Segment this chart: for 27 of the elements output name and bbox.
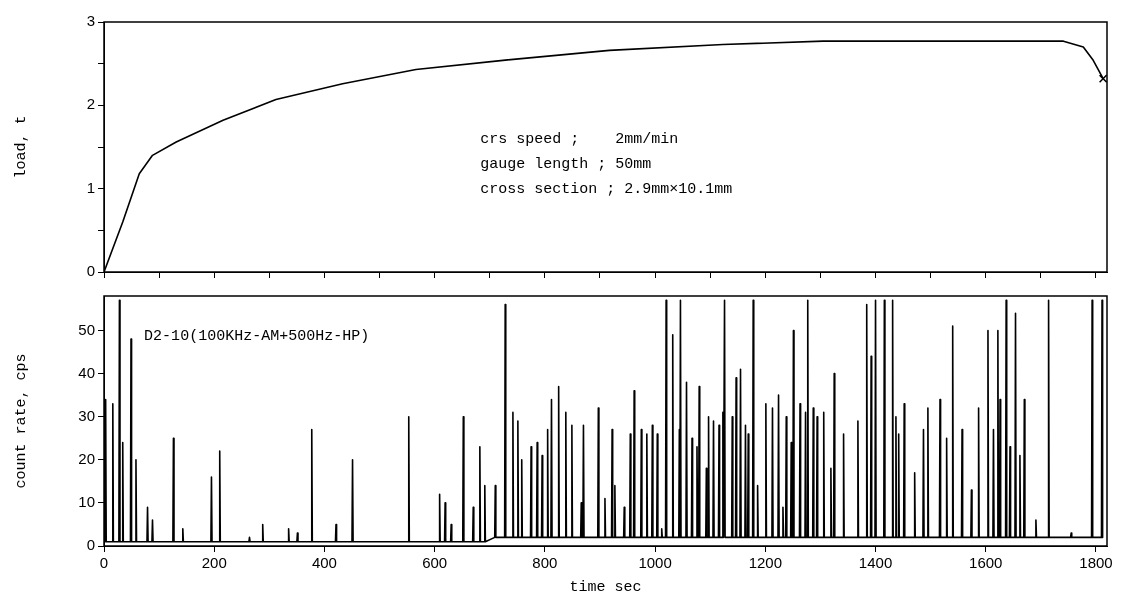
y-tick-label: 0	[86, 262, 95, 280]
x-tick-label: 1000	[638, 554, 672, 572]
x-tick-label: 1800	[1079, 554, 1113, 572]
x-axis-title: time sec	[569, 578, 642, 596]
x-tick-label: 400	[311, 554, 337, 572]
y-tick-label: 40	[78, 363, 95, 381]
y-axis-title: load, t	[12, 115, 30, 179]
y-tick-label: 0	[86, 536, 95, 554]
x-tick-label: 1400	[858, 554, 893, 572]
annotation: cross section ; 2.9mm×10.1mm	[480, 181, 733, 199]
y-tick-label: 2	[86, 95, 95, 113]
x-tick-label: 600	[422, 554, 448, 572]
y-tick-label: 20	[78, 449, 95, 467]
y-tick-label: 1	[86, 178, 95, 196]
x-tick-label: 0	[99, 554, 109, 572]
x-tick-label: 1600	[969, 554, 1003, 572]
annotation: gauge length ; 50mm	[480, 156, 652, 174]
y-tick-label: 3	[86, 12, 95, 30]
x-tick-label: 200	[201, 554, 227, 572]
annotation: D2-10(100KHz-AM+500Hz-HP)	[144, 327, 370, 345]
y-axis-title: count rate, cps	[12, 353, 30, 489]
x-tick-label: 1200	[748, 554, 783, 572]
y-tick-label: 50	[78, 320, 95, 338]
annotation: crs speed ; 2mm/min	[480, 131, 679, 149]
x-tick-label: 800	[532, 554, 558, 572]
y-tick-label: 10	[78, 493, 95, 511]
y-tick-label: 30	[78, 406, 95, 424]
